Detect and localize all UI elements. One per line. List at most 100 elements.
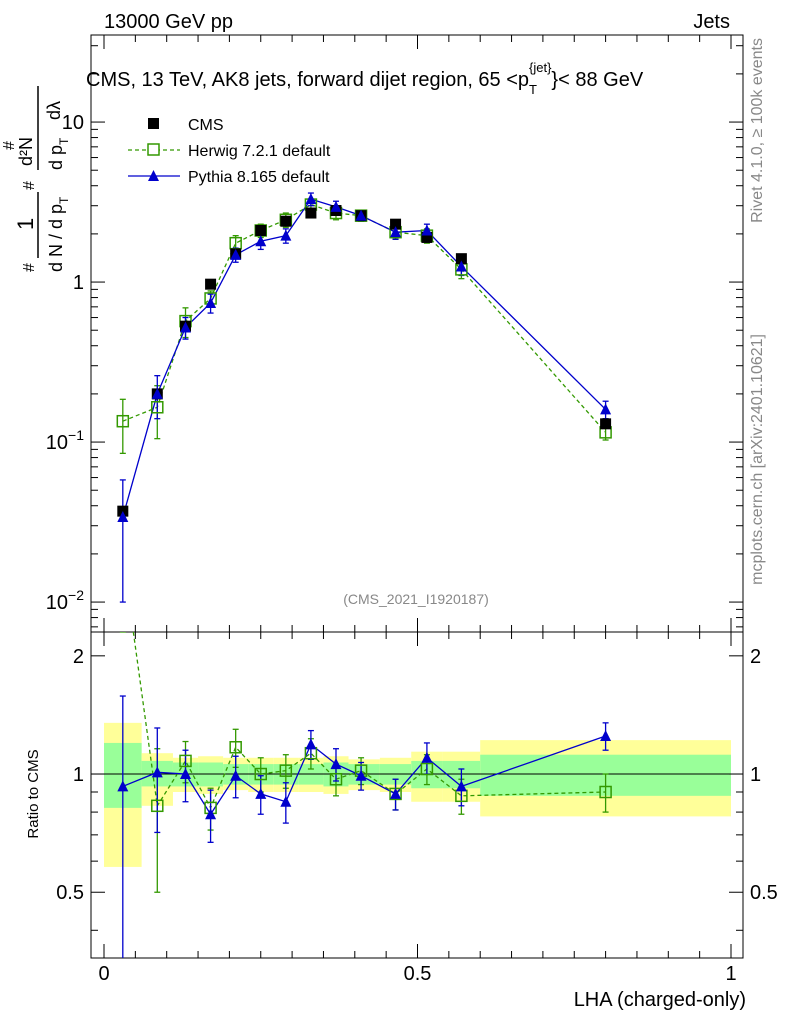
cms-point <box>455 253 467 265</box>
ratio-y-tick-label-left: 0.5 <box>56 882 84 904</box>
main-series <box>116 192 612 603</box>
mcplots-label: mcplots.cern.ch [arXiv:2401.10621] <box>749 334 766 585</box>
ylabel-numerator: d²N <box>16 137 36 166</box>
herwig-ratio-point <box>179 754 192 768</box>
herwig-point <box>151 401 164 414</box>
y-tick-label: 10 <box>62 112 84 134</box>
ratio-uncertainty-bands <box>91 722 743 867</box>
legend-cms-marker <box>148 118 159 129</box>
herwig-ratio-point <box>420 762 434 776</box>
title-sub: T <box>529 82 537 97</box>
x-tick-label: 0 <box>98 963 109 985</box>
ratio-y-tick-label-right: 2 <box>750 646 761 668</box>
ylabel-hash-3: # <box>1 141 18 150</box>
cms-point <box>205 278 217 290</box>
pythia-point <box>355 209 367 221</box>
cms-point <box>600 418 612 430</box>
legend: CMS Herwig 7.2.1 default Pythia 8.165 de… <box>128 117 331 186</box>
pythia-ratio-point <box>330 758 342 770</box>
y-tick-base: 1 <box>73 272 84 294</box>
ratio-y-tick-label-left: 2 <box>73 646 84 668</box>
y-tick-label: 10−2 <box>46 587 84 614</box>
y-tick-label: 10−1 <box>46 427 84 454</box>
pythia-ratio-point <box>230 769 242 781</box>
legend-pythia-marker <box>148 170 159 181</box>
pythia-point <box>151 387 163 399</box>
category-label: Jets <box>693 11 730 33</box>
pythia-point <box>117 511 129 523</box>
title-sup: {jet} <box>529 60 552 75</box>
legend-cms-label: CMS <box>188 117 224 134</box>
pythia-ratio-point <box>117 780 129 792</box>
pythia-line <box>122 198 607 518</box>
pythia-ratio-point <box>280 795 292 807</box>
pythia-ratio-point <box>205 808 217 820</box>
title-suffix: }< 88 GeV <box>551 69 643 91</box>
ylabel-dpT: d pT <box>46 137 71 170</box>
herwig-ratio-point <box>329 772 343 786</box>
cms-point <box>255 225 267 237</box>
legend-herwig-label: Herwig 7.2.1 default <box>188 143 331 160</box>
pythia-point <box>455 260 467 272</box>
axis-ticks <box>91 35 743 958</box>
pythia-ratio-point <box>255 787 267 799</box>
herwig-ratio-point <box>599 785 612 799</box>
pythia-point <box>305 193 317 205</box>
analysis-id: (CMS_2021_I1920187) <box>343 591 489 607</box>
ratio-y-axis-label: Ratio to CMS <box>25 749 42 838</box>
herwig-ratio-point <box>151 799 164 813</box>
cms-point <box>305 207 317 219</box>
pythia-ratio-point <box>421 751 433 763</box>
pythia-point <box>230 248 242 260</box>
pythia-ratio-point <box>305 738 317 750</box>
cms-point <box>390 218 402 230</box>
plot-title: CMS, 13 TeV, AK8 jets, forward dijet reg… <box>86 60 644 97</box>
pythia-point <box>600 403 612 415</box>
ylabel-dlambda: dλ <box>44 101 64 120</box>
pythia-point <box>205 296 217 308</box>
y-tick-base: 10 <box>46 432 68 454</box>
y-tick-exponent: −2 <box>68 587 84 603</box>
ratio-y-tick-label-right: 0.5 <box>750 882 778 904</box>
ylabel-one: 1 <box>13 218 38 230</box>
ylabel-denominator: d N / d pT <box>46 196 71 272</box>
pythia-ratio-point <box>390 787 402 799</box>
y-tick-base: 10 <box>62 112 84 134</box>
legend-herwig-marker <box>147 143 160 156</box>
main-y-axis-label: # 1 d N / d pT # # d²N d pT dλ <box>1 86 71 272</box>
ratio-y-tick-label-right: 1 <box>750 764 761 786</box>
y-tick-base: 10 <box>46 592 68 614</box>
ratio-series <box>117 632 612 958</box>
pythia-ratio-point <box>355 769 367 781</box>
pythia-ratio-point <box>455 780 467 792</box>
legend-pythia-label: Pythia 8.165 default <box>188 169 330 186</box>
pythia-point <box>390 226 402 238</box>
pythia-ratio-point <box>151 766 163 778</box>
herwig-ratio-point <box>254 767 267 781</box>
pythia-ratio-point <box>180 768 192 780</box>
ylabel-hash-1: # <box>21 263 38 272</box>
ylabel-hash-2: # <box>21 181 38 190</box>
x-tick-label: 0.5 <box>404 963 432 985</box>
cms-point <box>421 231 433 243</box>
pythia-point <box>180 321 192 333</box>
pythia-point <box>255 235 267 247</box>
rivet-label: Rivet 4.1.0, ≥ 100k events <box>749 38 766 223</box>
title-prefix: CMS, 13 TeV, AK8 jets, forward dijet reg… <box>86 69 529 91</box>
y-tick-exponent: −1 <box>68 427 84 443</box>
herwig-point <box>116 414 130 428</box>
x-axis-label: LHA (charged-only) <box>574 989 746 1011</box>
x-tick-label: 1 <box>725 963 736 985</box>
pythia-point <box>280 229 292 241</box>
herwig-ratio-point <box>279 764 293 777</box>
pythia-point <box>421 224 433 236</box>
energy-label: 13000 GeV pp <box>104 11 233 33</box>
cms-point <box>280 215 292 227</box>
herwig-ratio-point <box>229 741 242 754</box>
y-tick-label: 1 <box>73 272 84 294</box>
pythia-ratio-point <box>600 729 612 741</box>
ratio-y-tick-label-left: 1 <box>73 764 84 786</box>
pythia-point <box>330 200 342 212</box>
